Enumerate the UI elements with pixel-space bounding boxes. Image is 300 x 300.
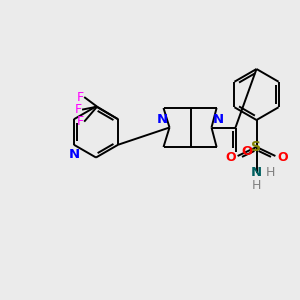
Text: O: O xyxy=(242,145,253,158)
Text: F: F xyxy=(75,103,82,116)
Text: N: N xyxy=(157,113,168,126)
Text: N: N xyxy=(251,166,262,179)
Text: F: F xyxy=(77,91,84,103)
Text: H: H xyxy=(252,178,261,192)
Text: F: F xyxy=(77,115,84,128)
Text: O: O xyxy=(225,151,236,164)
Text: O: O xyxy=(277,151,288,164)
Text: N: N xyxy=(213,113,224,126)
Text: H: H xyxy=(265,166,275,179)
Text: S: S xyxy=(251,140,262,154)
Text: N: N xyxy=(68,148,80,161)
